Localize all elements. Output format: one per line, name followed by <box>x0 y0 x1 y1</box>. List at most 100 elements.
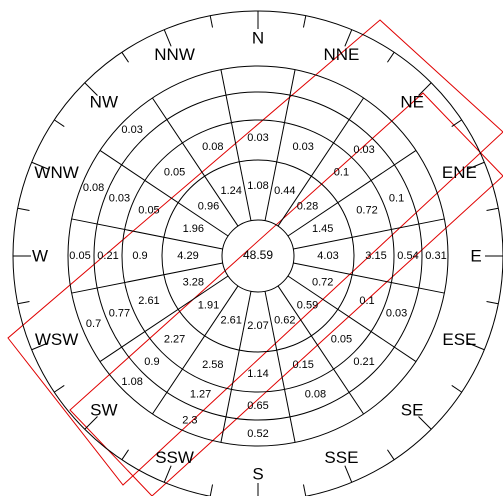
sector-value-sw-2: 2.27 <box>164 333 185 345</box>
outer-tick-11 <box>467 342 485 351</box>
outer-tick-7 <box>467 161 485 170</box>
direction-label-sw: SW <box>90 401 117 420</box>
sector-divider-7 <box>277 285 364 415</box>
outer-ticks <box>13 11 503 496</box>
sector-value-ene-3: 0.1 <box>389 193 404 205</box>
outer-tick-22 <box>54 385 65 393</box>
sector-value-sse-2: 0.15 <box>292 359 313 371</box>
outer-tick-29 <box>84 82 98 96</box>
sector-divider-2 <box>277 97 364 227</box>
sector-value-ssw-2: 2.58 <box>202 359 223 371</box>
outer-tick-32 <box>209 15 214 28</box>
sector-divider-10 <box>152 285 239 415</box>
sector-value-w-2: 0.9 <box>132 250 147 262</box>
outer-tick-19 <box>163 465 172 483</box>
outer-tick-10 <box>486 300 499 305</box>
sector-value-sw-1: 1.91 <box>198 299 219 311</box>
direction-labels: N NNE NE ENE E ESE SE SSE S SSW SW WSW W WNW NW NNW <box>32 28 482 483</box>
direction-label-wnw: WNW <box>34 163 78 182</box>
sector-divider-14 <box>99 150 229 237</box>
sector-value-e-2: 3.15 <box>365 250 386 262</box>
outer-tick-8 <box>486 207 499 212</box>
outer-tick-5 <box>418 82 432 96</box>
sector-value-wsw-3: 0.77 <box>109 307 130 319</box>
sector-value-ssw-4: 2.3 <box>182 414 197 426</box>
sector-divider-16 <box>220 69 252 221</box>
sector-value-nw-2: 0.05 <box>164 166 185 178</box>
direction-label-nnw: NNW <box>154 45 195 64</box>
ring-2 <box>161 159 355 353</box>
sector-divider-6 <box>287 275 417 362</box>
sector-value-e-1: 4.03 <box>317 250 338 262</box>
outer-tick-26 <box>17 207 30 212</box>
sector-value-nw-1: 0.96 <box>198 200 219 212</box>
outer-tick-12 <box>451 385 462 393</box>
outer-tick-31 <box>163 29 172 47</box>
sector-value-e-3: 0.54 <box>397 250 418 262</box>
sector-value-wsw-2: 2.61 <box>138 295 159 307</box>
sector-value-w-1: 4.29 <box>177 250 198 262</box>
sector-value-wsw-4: 0.7 <box>86 318 101 330</box>
sector-divider-8 <box>264 291 296 443</box>
direction-label-e: E <box>470 246 481 265</box>
outer-tick-6 <box>451 119 462 127</box>
sector-value-nnw-2: 0.08 <box>202 141 223 153</box>
sector-value-nw-4: 0.03 <box>121 124 142 136</box>
direction-label-wsw: WSW <box>35 330 78 349</box>
sector-value-w-4: 0.05 <box>69 250 90 262</box>
sector-value-ene-1: 1.45 <box>312 223 333 235</box>
sector-divider-4 <box>293 218 445 250</box>
sector-values: 1.08 0.03 0.44 0.03 0.28 0.1 0.03 1.45 0.72 0.1 4.… <box>69 124 446 440</box>
sector-divider-5 <box>293 262 445 294</box>
outer-tick-23 <box>31 342 49 351</box>
sector-value-ne-1: 0.28 <box>297 200 318 212</box>
sector-value-se-2: 0.05 <box>331 333 352 345</box>
sector-divider-1 <box>264 69 296 221</box>
sector-value-ese-1: 0.72 <box>312 277 333 289</box>
outer-tick-18 <box>209 484 214 496</box>
direction-label-ssw: SSW <box>155 448 194 467</box>
sector-value-s-4: 0.52 <box>247 428 268 440</box>
highlight-band-frame-1 <box>7 19 503 486</box>
sector-value-ne-3: 0.03 <box>353 144 374 156</box>
center-calm-value: 48.59 <box>243 248 273 262</box>
outer-tick-15 <box>344 465 353 483</box>
outer-tick-24 <box>17 300 30 305</box>
sector-value-ne-2: 0.1 <box>334 166 349 178</box>
sector-value-ese-2: 0.1 <box>359 295 374 307</box>
outer-tick-14 <box>387 449 395 460</box>
ring-5 <box>67 65 449 447</box>
direction-label-s: S <box>252 464 263 483</box>
outer-tick-3 <box>344 29 353 47</box>
sector-value-wsw-1: 3.28 <box>183 277 204 289</box>
sector-value-s-3: 0.65 <box>247 400 268 412</box>
outer-tick-13 <box>418 416 432 430</box>
sector-value-s-1: 2.07 <box>247 320 268 332</box>
sector-value-sse-3: 0.08 <box>305 388 326 400</box>
sector-value-sw-4: 1.08 <box>121 376 142 388</box>
ring-1 <box>221 219 295 293</box>
sector-divider-3 <box>287 150 417 237</box>
sector-divider-9 <box>220 291 252 443</box>
direction-label-n: N <box>252 28 264 47</box>
sector-divider-13 <box>71 218 223 250</box>
highlight-band <box>7 19 503 496</box>
outer-tick-16 <box>302 484 307 496</box>
highlight-band-frame-2 <box>69 92 503 496</box>
sector-value-ssw-1: 2.61 <box>221 315 242 327</box>
ring-3 <box>121 119 395 393</box>
outer-tick-28 <box>54 119 65 127</box>
outer-tick-30 <box>121 52 129 63</box>
outer-tick-21 <box>84 416 98 430</box>
sector-value-nne-1: 0.44 <box>274 185 295 197</box>
sector-value-e-4: 0.31 <box>425 250 446 262</box>
sector-value-sse-1: 0.62 <box>274 315 295 327</box>
sector-divider-15 <box>152 97 239 227</box>
outer-tick-2 <box>302 15 307 28</box>
outer-tick-27 <box>31 161 49 170</box>
sector-value-w-3: 0.21 <box>97 250 118 262</box>
sector-value-wnw-2: 0.05 <box>138 205 159 217</box>
direction-label-ene: ENE <box>442 163 477 182</box>
sector-value-wnw-3: 0.03 <box>109 193 130 205</box>
